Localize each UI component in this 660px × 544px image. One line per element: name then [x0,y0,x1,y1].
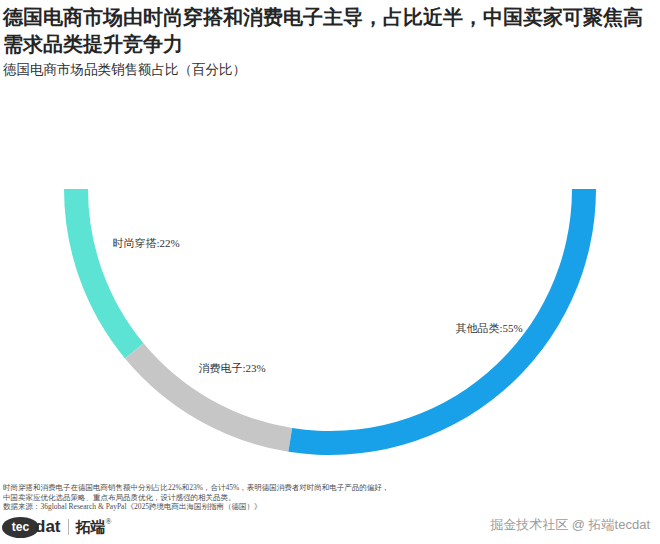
tecdat-logo-cn: 拓端 [76,518,106,537]
watermark-account: 拓端tecdat [589,517,650,532]
registered-mark: ® [106,517,112,526]
donut-chart [0,0,660,544]
slice-label-fashion: 时尚穿搭:22% [112,236,179,251]
footnote-line1: 时尚穿搭和消费电子在德国电商销售额中分别占比22%和23%，合计45%，表明德国… [3,483,389,493]
footnote-line2: 中国卖家应优化选品策略、重点布局品质优化，设计感强的相关品类。 [3,493,389,503]
juejin-watermark: 掘金技术社区 @ 拓端tecdat [490,516,650,534]
watermark-separator: @ [572,517,585,532]
page: { "title": { "line1": "德国电商市场由时尚穿搭和消费电子主… [0,0,660,544]
logo-divider [68,519,69,535]
slice-label-others: 其他品类:55% [455,321,522,336]
slice-label-electronics: 消费电子:23% [198,361,265,376]
tecdat-logo: tec dat 拓端 ® [2,515,112,539]
donut-slice-fashion-apparel [64,189,144,359]
tecdat-logo-blob: tec [2,517,39,538]
donut-slice-other-categories [288,189,596,455]
watermark-community: 掘金技术社区 [490,517,568,532]
footnote-line3: 数据来源：36global Research & PayPal《2025跨境电商… [3,502,389,512]
footnotes: 时尚穿搭和消费电子在德国电商销售额中分别占比22%和23%，合计45%，表明德国… [3,483,389,512]
tecdat-logo-dat: dat [35,517,61,537]
